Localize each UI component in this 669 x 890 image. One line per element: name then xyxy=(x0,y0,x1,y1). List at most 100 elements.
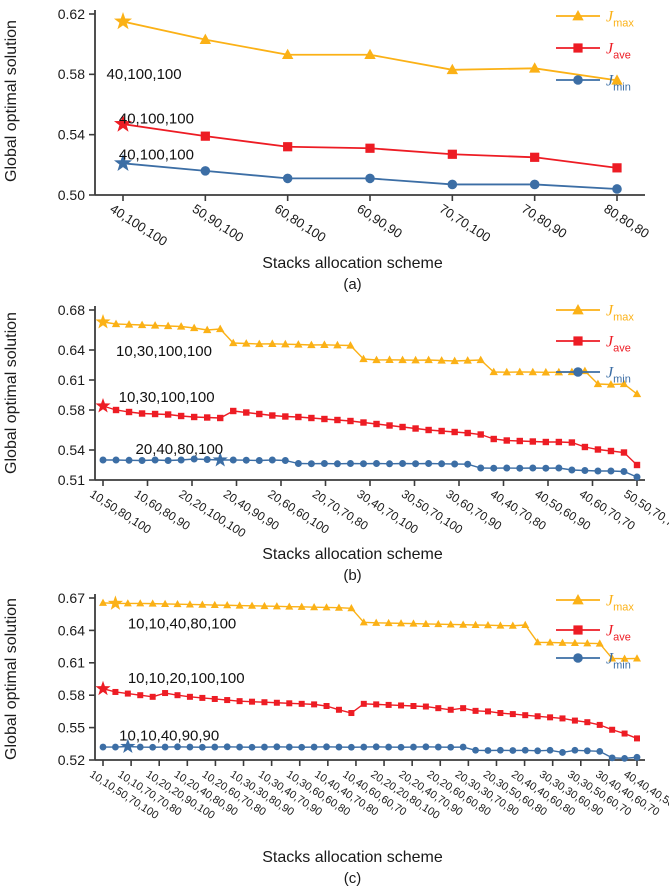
svg-text:0.61: 0.61 xyxy=(58,372,85,388)
legend-b: Jmax Jave Jmin xyxy=(556,303,634,386)
annotation-c-2: 10,10,40,90,90 xyxy=(119,727,219,744)
annotation-a-1: 40,100,100 xyxy=(119,110,194,127)
series-jmax-b xyxy=(95,314,642,398)
chart-b-canvas: 0.51 0.54 0.58 0.61 0.64 0.68 10,50,80,10010,6… xyxy=(58,302,669,541)
optimum-star-jmax xyxy=(113,12,133,30)
series-line-jmin xyxy=(103,745,638,760)
legend-item-jmin: Jmin xyxy=(556,365,631,386)
svg-text:0.52: 0.52 xyxy=(58,752,85,768)
axes-a xyxy=(94,10,645,196)
svg-text:0.58: 0.58 xyxy=(58,66,85,82)
svg-text:70,80,90: 70,80,90 xyxy=(519,201,570,241)
optimum-star-jave xyxy=(113,114,133,132)
legend-item-jmax: Jmax xyxy=(556,303,634,324)
panel-letter-b: (b) xyxy=(343,567,362,584)
annotation-b-2: 20,40,80,100 xyxy=(136,441,224,458)
svg-text:0.68: 0.68 xyxy=(58,302,85,318)
svg-text:0.64: 0.64 xyxy=(58,342,85,358)
legend-item-jmin: Jmin xyxy=(556,73,631,94)
series-jmin-b xyxy=(99,452,641,481)
optimum-star-jave xyxy=(95,398,111,413)
legend-label-jmin: Jmin xyxy=(606,651,631,672)
annotation-a-2: 40,100,100 xyxy=(119,147,194,164)
series-jave-c xyxy=(95,680,640,742)
legend-label-jave: Jave xyxy=(606,623,631,644)
annotation-c-1: 10,10,20,100,100 xyxy=(128,670,245,687)
series-markers-jmax xyxy=(113,12,623,85)
svg-text:60,90,90: 60,90,90 xyxy=(354,201,405,241)
svg-text:0.67: 0.67 xyxy=(58,590,85,606)
panel-letter-a: (a) xyxy=(343,276,362,293)
x-axis-label-b: Stacks allocation scheme xyxy=(262,546,443,563)
series-jmax-c xyxy=(99,595,641,662)
annotation-a-0: 40,100,100 xyxy=(107,66,182,83)
x-axis-label-c: Stacks allocation scheme xyxy=(262,849,443,866)
series-markers-jmin xyxy=(99,738,641,762)
svg-text:40,100,100: 40,100,100 xyxy=(107,201,170,249)
legend-a: Jmax Jave Jmin xyxy=(556,9,634,94)
legend-label-jmax: Jmax xyxy=(606,303,634,324)
annotation-b-1: 10,30,100,100 xyxy=(119,389,215,406)
y-tick-labels-c: 0.52 0.55 0.58 0.61 0.64 0.67 xyxy=(58,590,95,768)
svg-text:70,70,100: 70,70,100 xyxy=(437,201,494,245)
svg-text:50,90,100: 50,90,100 xyxy=(190,201,247,245)
series-markers-jave xyxy=(113,114,622,173)
chart-a-canvas: 0.50 0.54 0.58 0.62 40,100,100 50,90,100 60,80… xyxy=(58,6,652,249)
y-axis-label-c: Global optimal solution xyxy=(3,598,20,760)
svg-text:0.58: 0.58 xyxy=(58,687,85,703)
optimum-star-jmin xyxy=(113,153,133,172)
legend-item-jave: Jave xyxy=(556,623,631,644)
svg-text:0.62: 0.62 xyxy=(58,6,85,22)
series-markers-jmax xyxy=(95,314,642,398)
series-markers-jave xyxy=(95,680,640,742)
optimum-star-jmin xyxy=(212,452,228,467)
legend-label-jmax: Jmax xyxy=(606,9,634,30)
legend-item-jmax: Jmax xyxy=(556,9,634,30)
y-tick-labels-a: 0.50 0.54 0.58 0.62 xyxy=(58,6,95,203)
x-axis-label-a: Stacks allocation scheme xyxy=(262,255,443,272)
svg-text:0.54: 0.54 xyxy=(58,442,85,458)
y-axis-label-a: Global optimal solution xyxy=(3,20,20,182)
chart-b: 0.51 0.54 0.58 0.61 0.64 0.68 10,50,80,100 10,6… xyxy=(0,296,669,588)
legend-label-jmax: Jmax xyxy=(606,593,634,614)
panel-letter-c: (c) xyxy=(343,870,362,887)
legend-c: Jmax Jave Jmin xyxy=(556,593,634,672)
annotation-b-0: 10,30,100,100 xyxy=(116,343,212,360)
legend-item-jmax: Jmax xyxy=(556,593,634,614)
annotation-c-0: 10,10,40,80,100 xyxy=(128,616,236,633)
series-jmax-a xyxy=(113,12,623,85)
series-jmin-c xyxy=(99,738,641,762)
legend-item-jave: Jave xyxy=(556,41,631,62)
svg-text:0.55: 0.55 xyxy=(58,720,85,736)
legend-item-jmin: Jmin xyxy=(556,651,631,672)
svg-text:60,80,100: 60,80,100 xyxy=(272,201,329,245)
svg-text:0.58: 0.58 xyxy=(58,402,85,418)
y-tick-labels-b: 0.51 0.54 0.58 0.61 0.64 0.68 xyxy=(58,302,95,488)
svg-text:0.61: 0.61 xyxy=(58,655,85,671)
optimum-star-jmax xyxy=(107,595,124,610)
optimum-star-jmin xyxy=(120,738,136,753)
series-markers-jave xyxy=(95,398,641,469)
svg-text:80,80,80: 80,80,80 xyxy=(601,201,652,241)
series-jmin-a xyxy=(113,153,622,194)
optimum-star-jmax xyxy=(95,314,111,329)
legend-item-jave: Jave xyxy=(556,334,631,355)
series-markers-jmin xyxy=(113,153,622,194)
series-jave-a xyxy=(113,114,622,173)
chart-c: 0.52 0.55 0.58 0.61 0.64 0.67 10,10,50,70,100 1… xyxy=(0,588,669,890)
y-axis-label-b: Global optimal solution xyxy=(3,312,20,474)
x-tick-labels-c: 10,10,50,70,10010,10,70,70,8010,20,20,90… xyxy=(87,760,669,822)
svg-text:0.64: 0.64 xyxy=(58,622,85,638)
optimum-star-jave xyxy=(95,680,111,696)
series-jave-b xyxy=(95,398,641,469)
series-markers-jmax xyxy=(99,595,641,662)
legend-label-jave: Jave xyxy=(606,334,631,355)
svg-text:0.54: 0.54 xyxy=(58,127,85,143)
chart-a: 0.50 0.54 0.58 0.62 40,100,100 50,90,100 60,80… xyxy=(0,0,669,296)
legend-label-jmin: Jmin xyxy=(606,73,631,94)
x-tick-labels-b: 10,50,80,10010,60,80,9020,20,100,10020,4… xyxy=(87,480,669,540)
svg-text:0.50: 0.50 xyxy=(58,187,85,203)
series-markers-jmin xyxy=(99,452,641,481)
legend-label-jave: Jave xyxy=(606,41,631,62)
svg-text:0.51: 0.51 xyxy=(58,472,85,488)
